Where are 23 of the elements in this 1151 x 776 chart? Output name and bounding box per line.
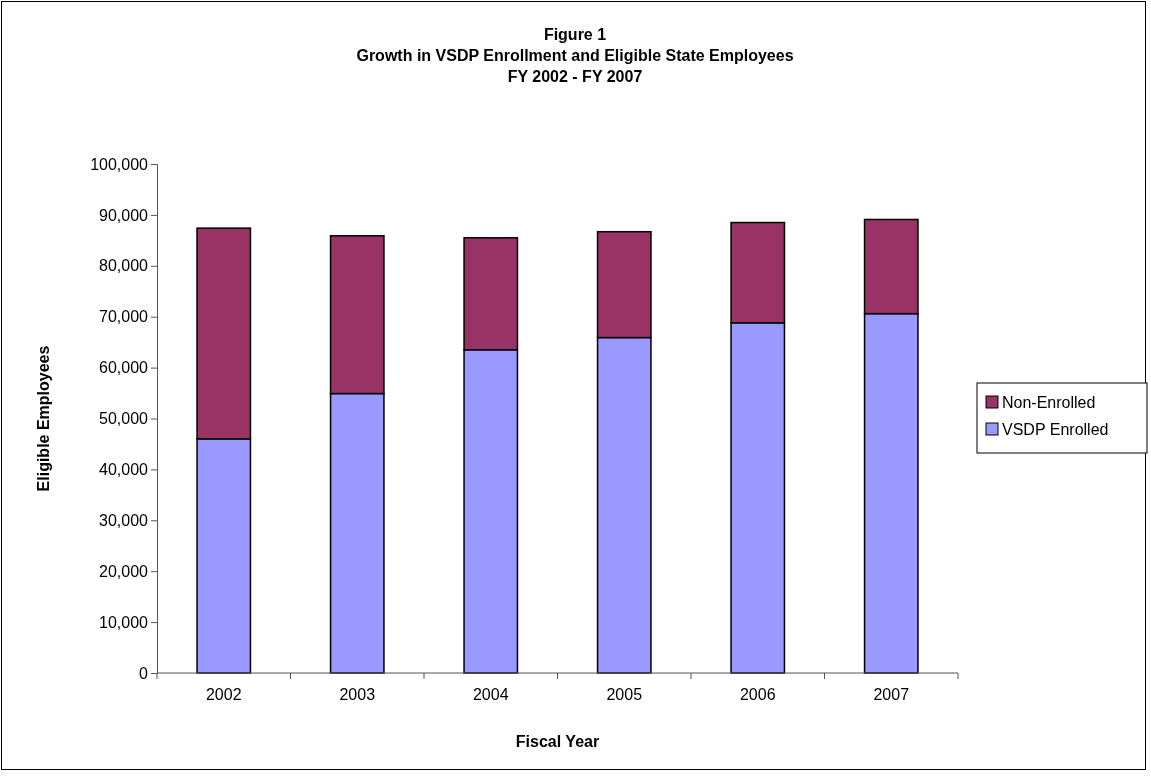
y-tick-label: 30,000 bbox=[99, 511, 149, 529]
x-tick-label: 2006 bbox=[739, 686, 776, 703]
y-tick-label: 40,000 bbox=[99, 461, 149, 479]
y-tick-label: 60,000 bbox=[99, 359, 149, 377]
y-tick-label: 90,000 bbox=[99, 206, 149, 224]
y-tick-label: 20,000 bbox=[99, 562, 149, 580]
y-tick-label: 50,000 bbox=[99, 410, 149, 428]
legend-label: VSDP Enrolled bbox=[1002, 421, 1109, 438]
y-tick-label: 0 bbox=[139, 664, 149, 682]
chart-subtitle: Growth in VSDP Enrollment and Eligible State Employees FY 2002 - FY 2007 bbox=[356, 47, 794, 85]
x-tick-label: 2002 bbox=[205, 686, 242, 703]
x-tick-label: 2003 bbox=[339, 686, 376, 703]
x-tick-label: 2005 bbox=[606, 686, 643, 703]
y-tick-label: 80,000 bbox=[99, 257, 149, 275]
chart-title: Figure 1 bbox=[543, 26, 607, 43]
y-tick-label: 10,000 bbox=[99, 613, 149, 631]
x-tick-label: 2007 bbox=[873, 686, 910, 703]
x-axis-title: Fiscal Year bbox=[515, 733, 600, 750]
y-tick-label: 70,000 bbox=[99, 308, 149, 326]
legend-label: Non-Enrolled bbox=[1002, 394, 1096, 411]
x-tick-label: 2004 bbox=[472, 686, 509, 703]
y-tick-label: 100,000 bbox=[90, 155, 149, 173]
y-axis-title: Eligible Employees bbox=[35, 345, 52, 492]
